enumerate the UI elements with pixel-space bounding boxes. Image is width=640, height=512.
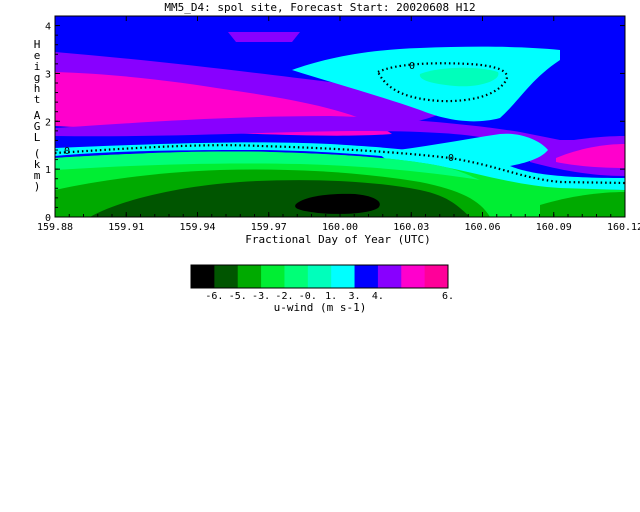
x-tick-label: 159.97: [251, 222, 287, 233]
y-axis-label-char: A: [34, 109, 41, 122]
y-axis-label-char: (: [34, 147, 41, 160]
colorbar-swatch: [214, 265, 239, 288]
x-tick-label: 159.91: [108, 222, 144, 233]
colorbar-tick-label: 6.: [442, 291, 454, 302]
y-tick-label: 3: [45, 69, 51, 80]
band-lightgreen-low: [55, 151, 480, 180]
colorbar: -6. -5. -3. -2. -0. 1. 3. 4. 6.: [190, 264, 454, 302]
contour-label-upper: 0: [409, 61, 415, 72]
y-axis-label-char: g: [34, 71, 41, 84]
band-purple-top: [228, 32, 300, 42]
colorbar-tick-label: -3.: [252, 291, 270, 302]
x-tick-label: 159.94: [179, 222, 215, 233]
band-teal-upper-core: [419, 67, 499, 87]
x-axis-label: Fractional Day of Year (UTC): [245, 233, 430, 246]
contour-label-lower-left: 0: [64, 146, 70, 157]
x-tick-label: 160.09: [536, 222, 572, 233]
band-magenta-right: [556, 144, 625, 168]
colorbar-tick-label: 4.: [372, 291, 384, 302]
zero-contour-lower: [55, 144, 625, 185]
colorbar-swatch: [424, 265, 449, 288]
band-purple-mid: [55, 116, 625, 150]
y-tick-label: 2: [45, 117, 51, 128]
y-axis: 0 1 2 3 4: [45, 22, 625, 224]
y-axis-label-char: ): [34, 180, 41, 193]
colorbar-tick-label: -0.: [299, 291, 317, 302]
y-tick-label: 0: [45, 213, 51, 224]
colorbar-tick-label: 3.: [349, 291, 361, 302]
plot-area: [55, 16, 625, 217]
zero-contour-upper: [376, 62, 508, 103]
colorbar-swatch: [354, 265, 379, 288]
x-tick-label: 160.12: [607, 222, 640, 233]
colorbar-tick-label: -5.: [229, 291, 247, 302]
y-axis-label-char: G: [34, 120, 41, 133]
colorbar-swatch: [261, 265, 285, 288]
colorbar-tick-label: -6.: [205, 291, 223, 302]
chart-title: MM5_D4: spol site, Forecast Start: 20020…: [164, 1, 476, 14]
x-tick-label: 160.03: [393, 222, 429, 233]
y-axis-label-char: e: [34, 49, 41, 62]
colorbar-label: u-wind (m s-1): [274, 301, 367, 314]
colorbar-swatch: [401, 265, 426, 288]
y-tick-label: 4: [45, 22, 51, 33]
x-axis: 159.88 159.91 159.94 159.97 160.00 160.03 160.…: [37, 16, 640, 233]
band-cyan-leftstrip: [55, 142, 450, 162]
colorbar-tick-label: 1.: [325, 291, 337, 302]
x-tick-label: 160.00: [322, 222, 358, 233]
colorbar-frame: [190, 264, 449, 289]
colorbar-swatch: [377, 265, 402, 288]
y-axis-label-char: H: [34, 38, 41, 51]
y-axis-label-char: L: [34, 131, 41, 144]
colorbar-swatch: [331, 265, 356, 288]
contour-label-lower-mid: 0: [448, 153, 454, 164]
y-axis-label-char: k: [34, 158, 41, 171]
band-midgreen-right: [540, 192, 625, 217]
x-tick-label: 160.06: [464, 222, 500, 233]
band-cyan-upper: [292, 46, 560, 122]
colorbar-swatch: [237, 265, 262, 288]
colorbar-swatch: [307, 265, 332, 288]
y-tick-label: 1: [45, 165, 51, 176]
y-axis-label-char: t: [34, 93, 41, 106]
y-axis-label-char: m: [34, 169, 41, 182]
y-axis-label-char: h: [34, 82, 41, 95]
colorbar-swatch: [284, 265, 309, 288]
y-axis-label-char: i: [34, 60, 41, 73]
colorbar-tick-label: -2.: [275, 291, 293, 302]
band-black-core: [295, 193, 380, 214]
x-tick-label: 159.88: [37, 222, 73, 233]
colorbar-swatch: [191, 265, 215, 288]
